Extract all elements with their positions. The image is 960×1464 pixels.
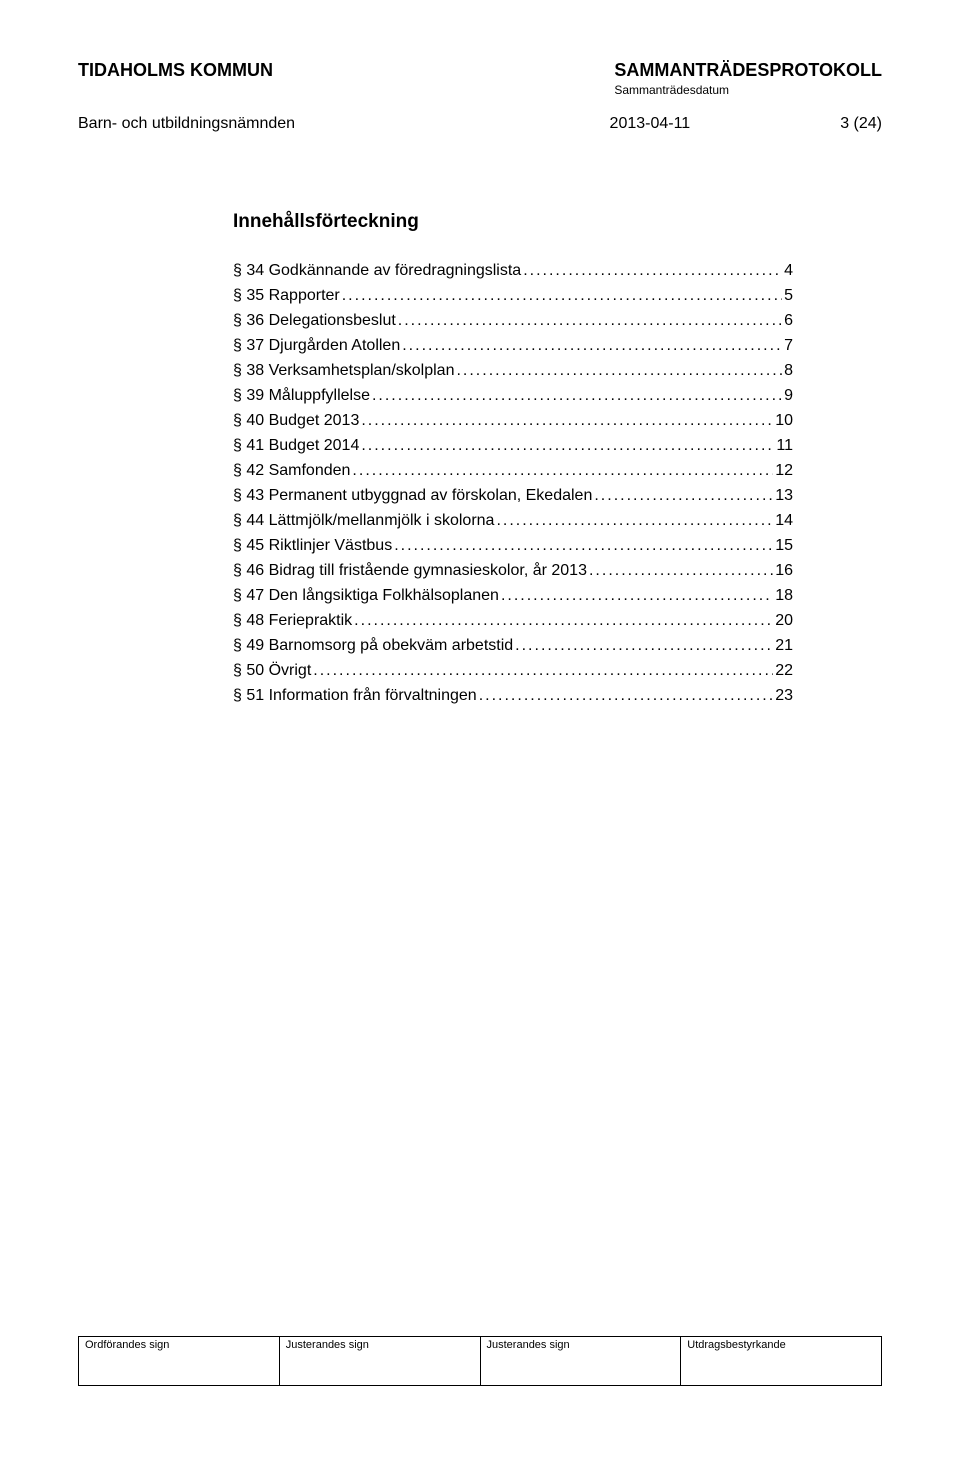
- toc-item-page: 21: [773, 634, 793, 658]
- toc-row: § 39 Måluppfyllelse 9: [233, 384, 793, 408]
- toc-row: § 37 Djurgården Atollen 7: [233, 334, 793, 358]
- toc-list: § 34 Godkännande av föredragningslista4§…: [233, 259, 793, 708]
- toc-item-label: § 46 Bidrag till fristående gymnasieskol…: [233, 559, 587, 583]
- header-row: TIDAHOLMS KOMMUN SAMMANTRÄDESPROTOKOLL S…: [78, 60, 882, 97]
- meeting-date: 2013-04-11: [610, 115, 691, 133]
- toc-item-page: 7: [782, 334, 793, 358]
- toc-item-page: 12: [773, 459, 793, 483]
- toc-leader: [392, 534, 773, 558]
- toc-item-label: § 41 Budget 2014: [233, 434, 359, 458]
- toc-leader: [370, 384, 782, 408]
- toc-item-page: 22: [773, 659, 793, 683]
- toc-row: § 41 Budget 2014 11: [233, 434, 793, 458]
- toc-item-page: 8: [782, 359, 793, 383]
- toc-leader: [494, 509, 773, 533]
- toc-item-label: § 36 Delegationsbeslut: [233, 309, 396, 333]
- protocol-title: SAMMANTRÄDESPROTOKOLL: [614, 60, 882, 81]
- toc-item-page: 9: [782, 384, 793, 408]
- toc-leader: [454, 359, 782, 383]
- toc-item-label: § 44 Lättmjölk/mellanmjölk i skolorna: [233, 509, 494, 533]
- toc-item-label: § 39 Måluppfyllelse: [233, 384, 370, 408]
- toc-row: § 46 Bidrag till fristående gymnasieskol…: [233, 559, 793, 583]
- toc-item-label: § 51 Information från förvaltningen: [233, 684, 477, 708]
- content: Innehållsförteckning § 34 Godkännande av…: [233, 211, 793, 708]
- toc-item-label: § 43 Permanent utbyggnad av förskolan, E…: [233, 484, 592, 508]
- toc-row: § 48 Feriepraktik 20: [233, 609, 793, 633]
- toc-item-label: § 50 Övrigt: [233, 659, 311, 683]
- toc-item-page: 10: [773, 409, 793, 433]
- toc-leader: [587, 559, 773, 583]
- toc-row: § 34 Godkännande av föredragningslista 4: [233, 259, 793, 283]
- toc-item-label: § 47 Den långsiktiga Folkhälsoplanen: [233, 584, 499, 608]
- toc-row: § 43 Permanent utbyggnad av förskolan, E…: [233, 484, 793, 508]
- toc-row: § 50 Övrigt 22: [233, 659, 793, 683]
- footer-cell-utdrag: Utdragsbestyrkande: [681, 1337, 882, 1386]
- toc-item-label: § 37 Djurgården Atollen: [233, 334, 400, 358]
- toc-item-label: § 34 Godkännande av föredragningslista: [233, 259, 521, 283]
- toc-row: § 44 Lättmjölk/mellanmjölk i skolorna 14: [233, 509, 793, 533]
- header-right: SAMMANTRÄDESPROTOKOLL Sammanträdesdatum: [614, 60, 882, 97]
- toc-item-label: § 40 Budget 2013: [233, 409, 359, 433]
- toc-item-label: § 38 Verksamhetsplan/skolplan: [233, 359, 454, 383]
- toc-row: § 51 Information från förvaltningen 23: [233, 684, 793, 708]
- toc-row: § 40 Budget 2013 10: [233, 409, 793, 433]
- toc-leader: [499, 584, 773, 608]
- toc-item-page: 16: [773, 559, 793, 583]
- toc-item-page: 15: [773, 534, 793, 558]
- toc-item-page: 11: [774, 434, 793, 458]
- toc-item-label: § 45 Riktlinjer Västbus: [233, 534, 392, 558]
- footer-cell-justerandes-2: Justerandes sign: [480, 1337, 681, 1386]
- subheader-row: Barn- och utbildningsnämnden 2013-04-11 …: [78, 115, 882, 133]
- toc-leader: [400, 334, 782, 358]
- toc-item-label: § 42 Samfonden: [233, 459, 350, 483]
- toc-leader: [513, 634, 773, 658]
- toc-item-page: 4: [782, 259, 793, 283]
- toc-item-page: 14: [773, 509, 793, 533]
- toc-leader: [350, 459, 773, 483]
- toc-item-page: 13: [773, 484, 793, 508]
- toc-title: Innehållsförteckning: [233, 211, 793, 233]
- date-page: 2013-04-11 3 (24): [610, 115, 882, 133]
- toc-item-label: § 35 Rapporter: [233, 284, 340, 308]
- toc-leader: [359, 409, 773, 433]
- toc-row: § 49 Barnomsorg på obekväm arbetstid 21: [233, 634, 793, 658]
- footer-table: Ordförandes sign Justerandes sign Juster…: [78, 1336, 882, 1386]
- date-label: Sammanträdesdatum: [614, 83, 882, 97]
- toc-leader: [396, 309, 782, 333]
- toc-row: § 38 Verksamhetsplan/skolplan 8: [233, 359, 793, 383]
- toc-item-page: 6: [782, 309, 793, 333]
- committee-name: Barn- och utbildningsnämnden: [78, 115, 295, 133]
- footer-cell-justerandes-1: Justerandes sign: [279, 1337, 480, 1386]
- toc-leader: [592, 484, 773, 508]
- footer-cell-ordforandes: Ordförandes sign: [79, 1337, 280, 1386]
- toc-row: § 35 Rapporter 5: [233, 284, 793, 308]
- toc-item-page: 23: [773, 684, 793, 708]
- org-name: TIDAHOLMS KOMMUN: [78, 60, 273, 81]
- toc-item-label: § 49 Barnomsorg på obekväm arbetstid: [233, 634, 513, 658]
- toc-leader: [477, 684, 774, 708]
- toc-item-page: 5: [782, 284, 793, 308]
- toc-item-page: 18: [773, 584, 793, 608]
- toc-row: § 36 Delegationsbeslut 6: [233, 309, 793, 333]
- footer: Ordförandes sign Justerandes sign Juster…: [78, 1336, 882, 1386]
- page-indicator: 3 (24): [840, 115, 882, 133]
- toc-row: § 47 Den långsiktiga Folkhälsoplanen 18: [233, 584, 793, 608]
- toc-item-page: 20: [773, 609, 793, 633]
- toc-leader: [352, 609, 773, 633]
- toc-item-label: § 48 Feriepraktik: [233, 609, 352, 633]
- toc-leader: [521, 259, 782, 283]
- toc-row: § 42 Samfonden 12: [233, 459, 793, 483]
- toc-row: § 45 Riktlinjer Västbus 15: [233, 534, 793, 558]
- toc-leader: [311, 659, 773, 683]
- toc-leader: [359, 434, 774, 458]
- toc-leader: [340, 284, 782, 308]
